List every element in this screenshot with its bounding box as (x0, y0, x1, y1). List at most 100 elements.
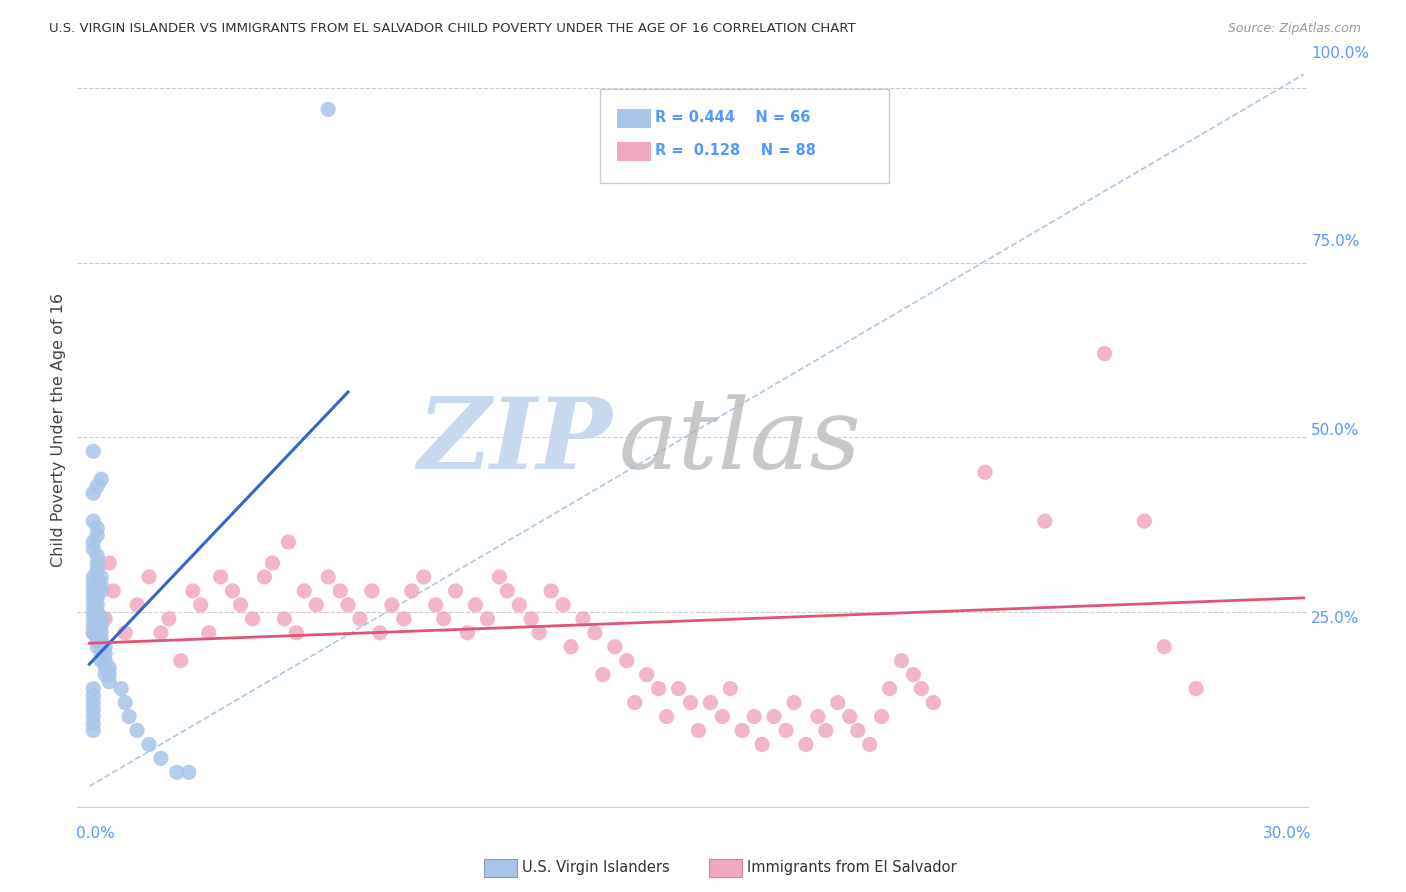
Point (742, 709, 765, 723)
Point (82, 542, 104, 557)
Text: U.S. VIRGIN ISLANDER VS IMMIGRANTS FROM EL SALVADOR CHILD POVERTY UNDER THE AGE : U.S. VIRGIN ISLANDER VS IMMIGRANTS FROM … (49, 22, 856, 36)
Point (859, 738, 882, 752)
Point (90, 647, 112, 661)
Point (90, 619, 112, 633)
Point (974, 465, 997, 479)
Point (82, 535, 104, 549)
Point (381, 598, 404, 612)
Point (783, 696, 806, 710)
Point (82, 591, 104, 605)
Point (125, 723, 148, 738)
Point (623, 696, 645, 710)
Point (229, 598, 252, 612)
Point (138, 738, 160, 752)
Text: 0.0%: 0.0% (76, 826, 115, 841)
Point (253, 570, 276, 584)
Text: 100.0%: 100.0% (1312, 46, 1369, 61)
Point (560, 640, 582, 654)
Text: 30.0%: 30.0% (1263, 826, 1312, 841)
Text: ZIP: ZIP (418, 393, 613, 490)
Point (94, 654, 117, 668)
Point (114, 625, 136, 640)
Point (910, 681, 932, 696)
Text: 50.0%: 50.0% (1312, 423, 1360, 438)
Point (433, 612, 456, 626)
Point (86, 563, 108, 577)
Point (209, 570, 232, 584)
Point (655, 709, 678, 723)
Point (221, 583, 243, 598)
Point (94, 612, 117, 626)
Point (592, 667, 614, 681)
Point (82, 444, 104, 458)
Point (807, 709, 830, 723)
Point (118, 709, 141, 723)
Point (82, 625, 104, 640)
Point (86, 591, 108, 605)
Point (82, 514, 104, 528)
Text: 75.0%: 75.0% (1312, 235, 1360, 250)
Point (82, 702, 104, 716)
Point (86, 570, 108, 584)
Point (273, 612, 295, 626)
Point (425, 598, 447, 612)
Point (496, 583, 519, 598)
Point (763, 709, 786, 723)
Point (1153, 640, 1175, 654)
Point (846, 723, 869, 738)
Point (477, 612, 499, 626)
Point (464, 598, 486, 612)
Point (711, 709, 734, 723)
Point (110, 681, 132, 696)
Point (1133, 514, 1156, 528)
Point (190, 598, 212, 612)
Point (751, 738, 773, 752)
Point (86, 528, 108, 542)
Point (242, 612, 264, 626)
Point (86, 605, 108, 619)
Point (94, 647, 117, 661)
Point (508, 598, 530, 612)
Point (90, 472, 112, 486)
Y-axis label: Child Poverty Under the Age of 16: Child Poverty Under the Age of 16 (51, 293, 66, 567)
Point (82, 486, 104, 500)
Point (540, 583, 562, 598)
Point (527, 625, 550, 640)
Point (1185, 681, 1208, 696)
Point (775, 723, 797, 738)
Point (285, 625, 308, 640)
Point (572, 612, 595, 626)
Point (794, 738, 817, 752)
Point (688, 723, 710, 738)
Point (922, 696, 945, 710)
Point (94, 640, 117, 654)
Point (82, 689, 104, 703)
Point (814, 723, 837, 738)
Point (82, 577, 104, 591)
Point (114, 696, 136, 710)
Point (262, 556, 284, 570)
Point (361, 583, 384, 598)
Point (170, 654, 193, 668)
Point (305, 598, 328, 612)
Point (98, 661, 121, 675)
Point (827, 696, 849, 710)
Text: Source: ZipAtlas.com: Source: ZipAtlas.com (1227, 22, 1361, 36)
Point (668, 681, 690, 696)
Point (731, 723, 754, 738)
Point (98, 674, 121, 689)
Point (90, 583, 112, 598)
Point (349, 612, 371, 626)
Point (401, 583, 423, 598)
Point (392, 612, 415, 626)
Point (166, 765, 188, 780)
Point (197, 625, 219, 640)
Point (82, 716, 104, 731)
Point (616, 654, 638, 668)
Point (177, 765, 200, 780)
Point (699, 696, 721, 710)
Point (316, 570, 339, 584)
Point (903, 667, 925, 681)
Point (838, 709, 860, 723)
Text: R = 0.444    N = 66: R = 0.444 N = 66 (655, 111, 811, 125)
